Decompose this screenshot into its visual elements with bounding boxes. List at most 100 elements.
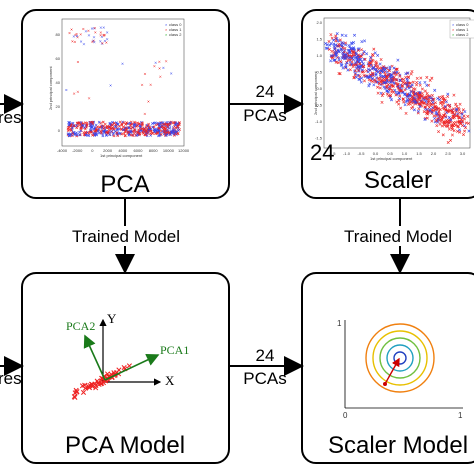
scaler-point — [461, 133, 466, 137]
pca-scatter-legend: × class 0 × class 1 × class 2 — [165, 22, 182, 37]
pca-point — [89, 128, 93, 132]
scaler-point — [401, 80, 405, 84]
scaler-point — [357, 68, 361, 73]
pca-point — [75, 32, 78, 36]
scaler-point — [379, 58, 383, 62]
scaler-point — [340, 63, 344, 67]
scaler-point — [373, 67, 377, 71]
scaler-point — [355, 58, 359, 62]
pca-point — [99, 26, 102, 29]
scaler-point — [332, 44, 336, 48]
pca-point — [151, 132, 155, 135]
scaler-point — [439, 100, 443, 104]
pca-point — [102, 34, 106, 37]
pca-point — [111, 120, 114, 124]
scaler-point — [383, 86, 387, 90]
scaler-scatter-legend: × class 0 × class 1 × class 2 — [449, 19, 474, 39]
pca-point — [72, 92, 76, 95]
scaler-point — [406, 75, 410, 79]
scaler-point — [436, 97, 440, 101]
svg-text:×: × — [452, 22, 455, 27]
pca-point — [79, 126, 83, 130]
pca-point — [145, 134, 149, 138]
scaler-model-contours — [365, 323, 435, 393]
scaler-point — [412, 108, 416, 112]
scaler-point — [403, 88, 407, 92]
scaler-point — [377, 81, 381, 85]
scaler-point — [458, 119, 462, 123]
pca-point — [138, 124, 142, 128]
scaler-point — [442, 101, 446, 105]
pca-point — [80, 123, 84, 127]
scaler-point — [405, 77, 409, 81]
pca-point — [116, 134, 120, 138]
scaler-point — [394, 81, 398, 85]
scaler-point — [372, 47, 376, 51]
scaler-point — [373, 51, 377, 55]
svg-text:×: × — [165, 32, 168, 37]
scaler-point — [351, 65, 355, 69]
scaler-point — [398, 97, 402, 101]
scaler-scatter-points — [324, 32, 471, 145]
pca-point — [160, 130, 164, 133]
scaler-point — [400, 89, 404, 93]
scaler-point — [356, 73, 360, 77]
pca-point — [116, 131, 119, 135]
scaler-point — [348, 50, 352, 54]
scaler-point — [411, 91, 415, 95]
scaler-point — [365, 52, 369, 56]
edge-scaler-down: Trained Model — [340, 199, 462, 274]
pca-point — [94, 129, 97, 133]
pca-point — [133, 120, 136, 124]
scaler-point — [363, 39, 367, 43]
scaler-point — [357, 53, 361, 57]
scaler-point — [367, 84, 371, 88]
scaler-point — [395, 70, 399, 74]
scaler-point — [415, 83, 419, 87]
scaler-model-vector — [384, 357, 400, 385]
pca-point — [71, 40, 74, 43]
pca-point — [127, 133, 131, 137]
pca-point — [83, 127, 87, 131]
scaler-point — [335, 37, 339, 41]
scaler-point — [371, 73, 375, 77]
scaler-point — [447, 109, 451, 113]
scaler-point — [443, 104, 447, 108]
pca-point — [113, 125, 117, 128]
pca-point — [119, 127, 123, 131]
pca-point — [96, 129, 100, 133]
scaler-point — [403, 103, 407, 107]
pca-point — [112, 134, 116, 138]
pca-point — [129, 133, 133, 137]
pca-point — [84, 30, 88, 33]
scaler-point — [376, 70, 380, 74]
pca-point — [91, 120, 95, 124]
pca-point — [82, 27, 85, 31]
scaler-point — [418, 102, 422, 106]
scaler-point — [425, 111, 429, 115]
pca-point — [102, 26, 105, 29]
scaler-point — [438, 107, 442, 111]
pca-point — [139, 128, 143, 132]
scaler-point — [398, 74, 402, 78]
pca-point — [120, 132, 124, 136]
scaler-model-point — [383, 382, 387, 386]
scaler-point — [376, 91, 380, 95]
scaler-point — [422, 98, 426, 102]
pca-point — [109, 84, 112, 87]
scaler-point — [398, 78, 402, 82]
pca-point — [159, 132, 163, 136]
pca-scatter-xlabel: 1st principal component — [100, 153, 143, 158]
scaler-point — [462, 117, 467, 121]
scaler-point — [431, 100, 435, 104]
scaler-point — [369, 55, 373, 59]
pca-point — [106, 131, 110, 135]
scaler-model-origin: 0 — [343, 411, 348, 420]
scaler-point — [409, 94, 413, 98]
pca-point — [158, 67, 161, 70]
pca-point — [128, 121, 132, 125]
scaler-x-tick-label: 2.5 — [445, 151, 451, 156]
svg-text:×: × — [165, 27, 168, 32]
scaler-point — [442, 113, 446, 117]
scaler-point — [442, 120, 446, 124]
